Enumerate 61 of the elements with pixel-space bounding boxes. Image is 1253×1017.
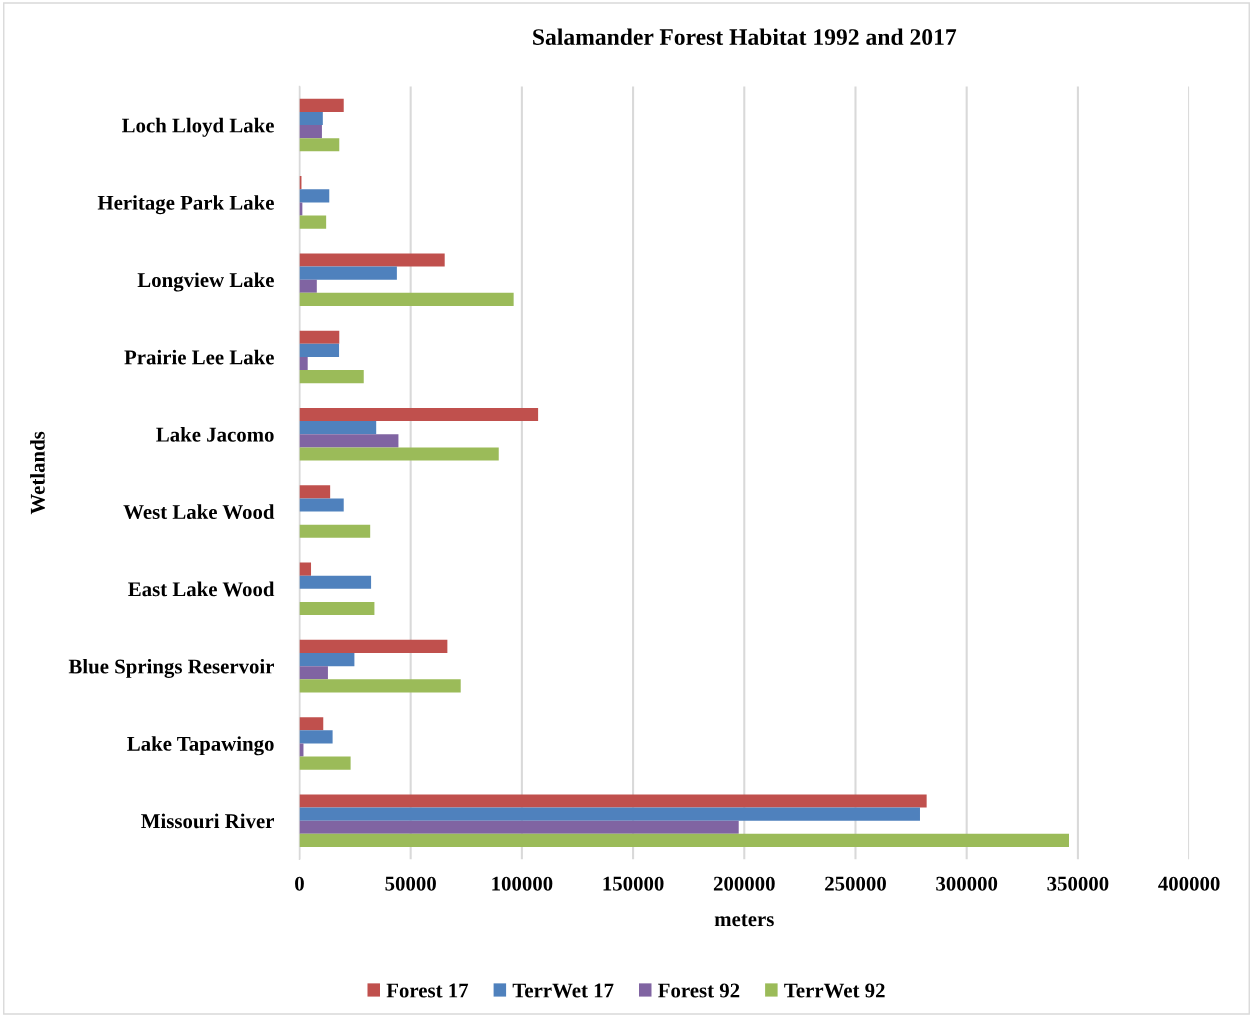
y-tick-label: Loch Lloyd Lake [122, 117, 274, 137]
bar [299, 189, 330, 203]
bar [299, 125, 322, 139]
bar [299, 111, 323, 126]
bar [299, 370, 364, 384]
y-axis-title: Wetlands [30, 431, 45, 515]
bar [299, 98, 344, 112]
x-axis-title: meters [714, 914, 774, 927]
bar [299, 833, 1069, 847]
bar [299, 524, 371, 538]
bar [299, 575, 372, 589]
bar [299, 330, 340, 344]
bar [299, 253, 445, 267]
bar [299, 807, 920, 821]
x-tick-label: 150000 [603, 876, 664, 891]
bar [299, 562, 312, 576]
x-tick-label: 50000 [385, 876, 436, 891]
chart-title: Salamander Forest Habitat 1992 and 2017 [533, 28, 957, 46]
legend-label: TerrWet 17 [512, 983, 614, 998]
y-tick-label: Heritage Park Lake [97, 195, 274, 215]
bar [299, 447, 499, 461]
bar [299, 356, 308, 371]
bar [299, 679, 461, 693]
bar [299, 292, 514, 306]
bar [299, 498, 344, 512]
bar [299, 601, 375, 616]
bar [299, 653, 355, 667]
legend-label: TerrWet 92 [784, 983, 885, 998]
bar [299, 485, 331, 499]
x-tick-label: 200000 [713, 876, 775, 891]
bar [299, 639, 448, 653]
y-tick-label: West Lake Wood [123, 504, 275, 520]
bar [299, 756, 351, 770]
y-tick-label: Lake Jacomo [156, 427, 274, 442]
y-tick-label: East Lake Wood [128, 581, 275, 597]
y-tick-label: Missouri River [141, 813, 275, 829]
x-tick-label: 400000 [1158, 876, 1220, 891]
y-tick-label: Blue Springs Reservoir [68, 658, 275, 678]
bar [299, 421, 377, 435]
x-tick-label: 350000 [1047, 876, 1109, 891]
bar [299, 138, 340, 152]
x-tick-label: 0 [295, 876, 304, 891]
y-tick-label: Prairie Lee Lake [124, 349, 274, 365]
x-tick-label: 300000 [936, 876, 998, 891]
bar [299, 794, 927, 808]
bar [299, 407, 539, 422]
x-tick-label: 100000 [492, 876, 553, 891]
bar [299, 343, 340, 357]
bar [299, 666, 328, 680]
bar [299, 820, 739, 834]
y-tick-label: Longview Lake [137, 272, 274, 292]
bar [299, 215, 327, 229]
bar [299, 279, 317, 293]
legend-label: Forest 17 [386, 983, 469, 998]
y-tick-label: Lake Tapawingo [127, 736, 274, 756]
bar [299, 717, 324, 731]
bar [299, 730, 333, 744]
bar [299, 434, 399, 448]
bar [299, 266, 397, 280]
legend-label: Forest 92 [658, 983, 740, 998]
x-tick-label: 250000 [825, 876, 886, 891]
